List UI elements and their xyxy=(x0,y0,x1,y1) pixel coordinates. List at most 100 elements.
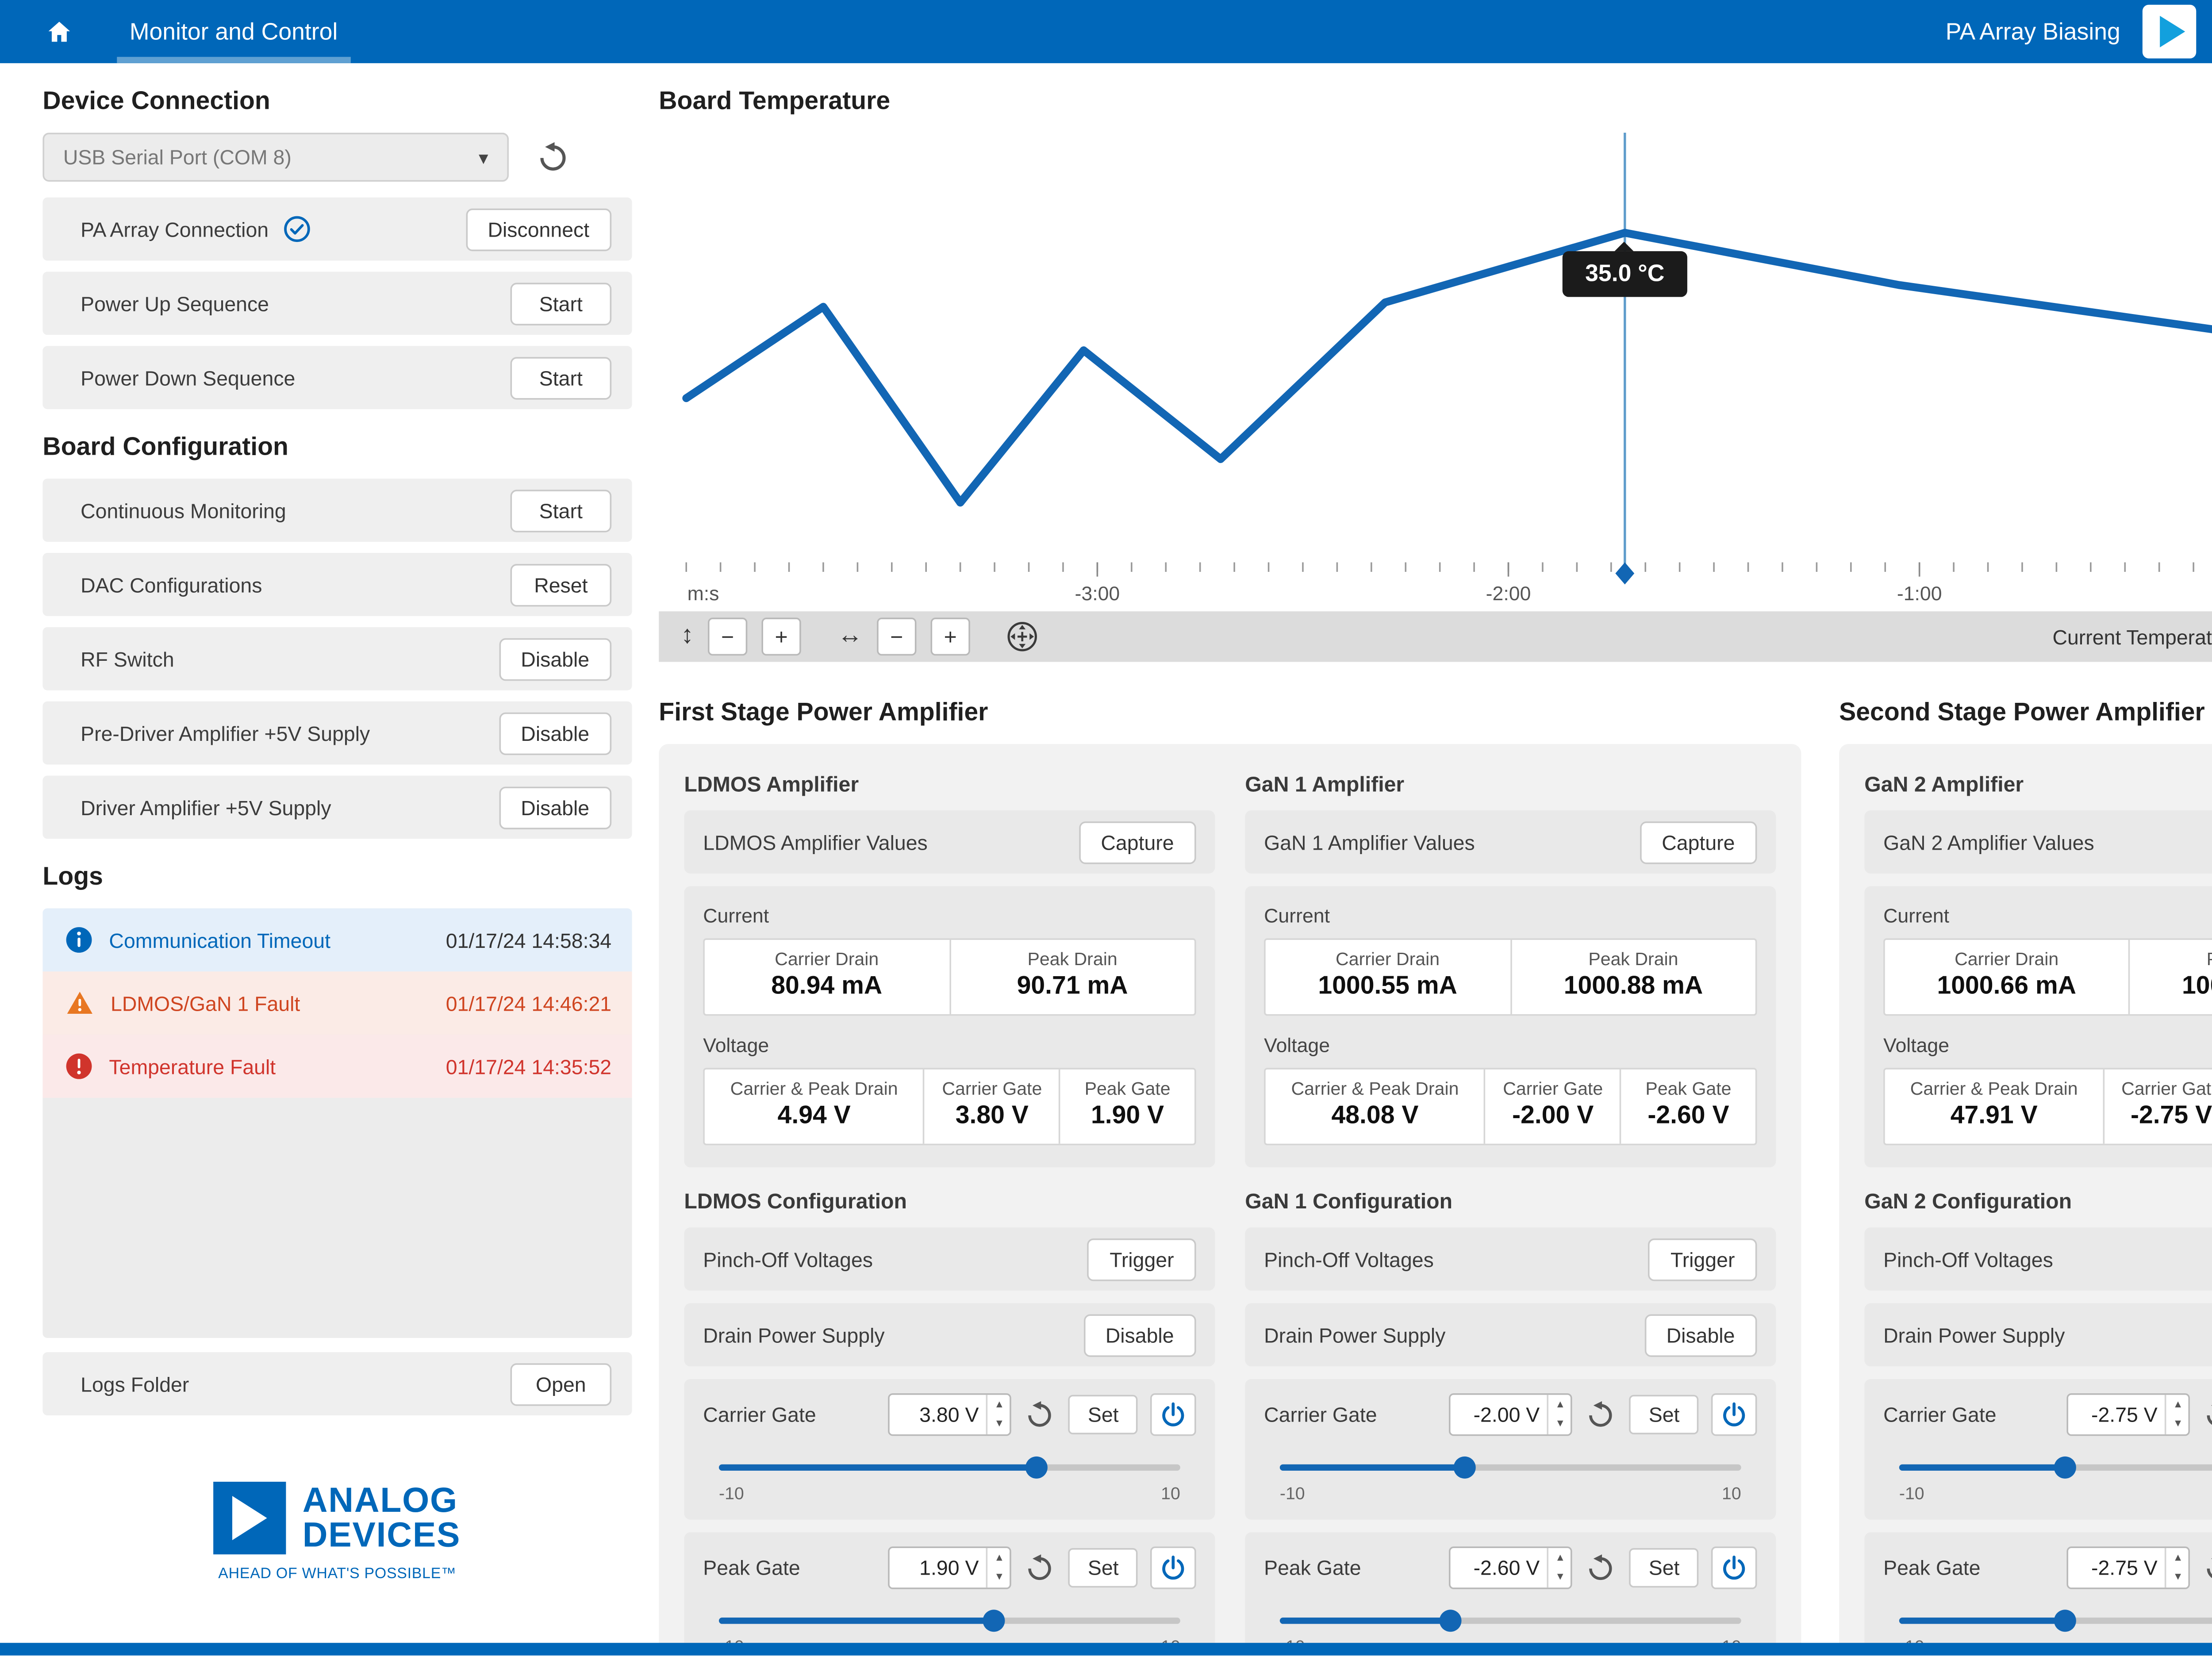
gan1-current-cells: Carrier Drain 1000.55 mA Peak Drain 1000… xyxy=(1264,938,1757,1016)
dac-reset-button[interactable]: Reset xyxy=(510,563,612,606)
log-entry-ldmos-gan1-fault[interactable]: LDMOS/GaN 1 Fault 01/17/24 14:46:21 xyxy=(42,971,632,1035)
gan1-carrier-gate-slider[interactable] xyxy=(1279,1456,1741,1479)
spin-down-button[interactable]: ▼ xyxy=(2167,1414,2189,1434)
spin-down-button[interactable]: ▼ xyxy=(2167,1568,2189,1588)
gan1-carrier-gate-undo-button[interactable] xyxy=(1586,1399,1617,1430)
gan1-peak-gate-set-button[interactable]: Set xyxy=(1629,1548,1699,1588)
gan2-carrier-gate-input[interactable]: -2.75 V ▲ ▼ xyxy=(2067,1393,2191,1436)
gan1-carrier-gate-set-button[interactable]: Set xyxy=(1629,1395,1699,1434)
gan1-readings: Current Carrier Drain 1000.55 mA Peak Dr… xyxy=(1245,886,1776,1168)
voltage-group-label: Voltage xyxy=(1883,1035,1950,1057)
log-entry-temperature-fault[interactable]: Temperature Fault 01/17/24 14:35:52 xyxy=(42,1035,632,1098)
gan1-peak-gate-slider[interactable] xyxy=(1279,1610,1741,1632)
rf-switch-disable-button[interactable]: Disable xyxy=(499,637,612,680)
adi-tagline: AHEAD OF WHAT'S POSSIBLE™ xyxy=(218,1565,457,1583)
gan1-column: GaN 1 Amplifier GaN 1 Amplifier Values C… xyxy=(1245,769,1776,1656)
spin-down-button[interactable]: ▼ xyxy=(988,1414,1010,1434)
ldmos-carrier-gate-undo-button[interactable] xyxy=(1025,1399,1056,1430)
vertical-zoom-in-button[interactable]: + xyxy=(761,617,801,656)
gan1-drain-disable-button[interactable]: Disable xyxy=(1644,1313,1757,1357)
home-button[interactable] xyxy=(38,0,79,63)
gan1-carrier-gate-input[interactable]: -2.00 V ▲ ▼ xyxy=(1449,1393,1573,1436)
ldmos-amplifier-subheading: LDMOS Amplifier xyxy=(684,772,859,796)
vertical-zoom-out-button[interactable]: − xyxy=(708,617,748,656)
gan2-peak-gate-undo-button[interactable] xyxy=(2203,1552,2212,1583)
gan1-carrier-gate-power-button[interactable] xyxy=(1711,1393,1757,1436)
spin-down-button[interactable]: ▼ xyxy=(1549,1414,1571,1434)
app-title: PA Array Biasing xyxy=(1945,18,2120,45)
ldmos-carrier-gate-power-button[interactable] xyxy=(1150,1393,1196,1436)
serial-port-select[interactable]: USB Serial Port (COM 8) ▾ xyxy=(42,133,509,182)
ldmos-peak-gate-set-button[interactable]: Set xyxy=(1069,1548,1138,1588)
ldmos-pinch-off-trigger-button[interactable]: Trigger xyxy=(1087,1238,1196,1280)
carrier-drain-value: 1000.66 mA xyxy=(1937,973,2076,1000)
continuous-monitoring-row: Continuous Monitoring Start xyxy=(42,479,632,542)
refresh-ports-button[interactable] xyxy=(534,138,572,176)
spin-up-button[interactable]: ▲ xyxy=(988,1395,1010,1415)
carrier-gate-cell: Carrier Gate -2.00 V xyxy=(1484,1069,1620,1144)
adi-logo-badge xyxy=(2142,4,2197,59)
disconnect-button[interactable]: Disconnect xyxy=(465,207,612,251)
log-list: Communication Timeout 01/17/24 14:58:34 … xyxy=(42,908,632,1338)
rf-switch-label: RF Switch xyxy=(81,647,174,671)
pre-driver-disable-button[interactable]: Disable xyxy=(499,711,612,755)
ldmos-peak-gate-input[interactable]: 1.90 V ▲ ▼ xyxy=(888,1546,1012,1589)
horizontal-zoom-out-button[interactable]: − xyxy=(877,617,917,656)
gan2-peak-gate-input[interactable]: -2.75 V ▲ ▼ xyxy=(2067,1546,2191,1589)
gan1-peak-gate-block: Peak Gate -2.60 V ▲ ▼ xyxy=(1245,1532,1776,1656)
spin-up-button[interactable]: ▲ xyxy=(2167,1395,2189,1415)
ldmos-capture-button[interactable]: Capture xyxy=(1079,820,1196,863)
horizontal-zoom-in-button[interactable]: + xyxy=(930,617,970,656)
serial-port-row: USB Serial Port (COM 8) ▾ xyxy=(42,133,632,182)
ldmos-peak-gate-power-button[interactable] xyxy=(1150,1546,1196,1589)
ldmos-carrier-gate-slider[interactable] xyxy=(719,1456,1180,1479)
gan1-capture-button[interactable]: Capture xyxy=(1640,820,1757,863)
driver-disable-button[interactable]: Disable xyxy=(499,786,612,829)
gan1-pinch-off-trigger-button[interactable]: Trigger xyxy=(1648,1238,1757,1280)
board-temperature-chart[interactable]: -3:00-2:00-1:000m:s36.032.028.0°C 35.0 °… xyxy=(659,133,2212,606)
gan2-carrier-gate-slider[interactable] xyxy=(1899,1456,2212,1479)
slider-thumb[interactable] xyxy=(1453,1456,1475,1479)
log-entry-communication-timeout[interactable]: Communication Timeout 01/17/24 14:58:34 xyxy=(42,908,632,972)
gan2-carrier-gate-undo-button[interactable] xyxy=(2203,1399,2212,1430)
ldmos-peak-gate-undo-button[interactable] xyxy=(1025,1552,1056,1583)
tab-monitor-and-control[interactable]: Monitor and Control xyxy=(117,0,350,63)
home-icon xyxy=(47,21,69,41)
spin-up-button[interactable]: ▲ xyxy=(1549,1395,1571,1415)
spin-up-button[interactable]: ▲ xyxy=(988,1548,1010,1568)
continuous-monitoring-start-button[interactable]: Start xyxy=(510,489,612,532)
gan1-peak-gate-undo-button[interactable] xyxy=(1586,1552,1617,1583)
temperature-line-chart[interactable]: -3:00-2:00-1:000m:s36.032.028.0°C xyxy=(659,133,2212,606)
pa-array-connection-label: PA Array Connection xyxy=(81,215,311,243)
gan1-peak-gate-input[interactable]: -2.60 V ▲ ▼ xyxy=(1449,1546,1573,1589)
spin-down-button[interactable]: ▼ xyxy=(1549,1568,1571,1588)
ldmos-current-cells: Carrier Drain 80.94 mA Peak Drain 90.71 … xyxy=(703,938,1196,1016)
carrier-gate-label: Carrier Gate xyxy=(703,1403,816,1426)
slider-thumb[interactable] xyxy=(1439,1610,1462,1632)
spin-down-button[interactable]: ▼ xyxy=(988,1568,1010,1588)
power-down-start-button[interactable]: Start xyxy=(510,356,612,399)
voltage-group-label: Voltage xyxy=(1264,1035,1330,1057)
gan2-peak-gate-slider[interactable] xyxy=(1899,1610,2212,1632)
slider-thumb[interactable] xyxy=(1026,1456,1048,1479)
ldmos-drain-disable-button[interactable]: Disable xyxy=(1083,1313,1196,1357)
power-down-sequence-row: Power Down Sequence Start xyxy=(42,346,632,409)
pan-button[interactable] xyxy=(1006,621,1038,652)
gan1-peak-gate-power-button[interactable] xyxy=(1711,1546,1757,1589)
logs-folder-open-button[interactable]: Open xyxy=(510,1362,612,1405)
ldmos-carrier-gate-input[interactable]: 3.80 V ▲ ▼ xyxy=(888,1393,1012,1436)
slider-fill xyxy=(719,1464,1037,1471)
first-stage-section: First Stage Power Amplifier LDMOS Amplif… xyxy=(659,700,1801,1656)
pre-driver-amplifier-label: Pre-Driver Amplifier +5V Supply xyxy=(81,721,370,745)
gan1-carrier-gate-input-value: -2.00 V xyxy=(1473,1403,1540,1426)
slider-thumb[interactable] xyxy=(982,1610,1005,1632)
ldmos-carrier-gate-set-button[interactable]: Set xyxy=(1069,1395,1138,1434)
spin-up-button[interactable]: ▲ xyxy=(2167,1548,2189,1568)
slider-thumb[interactable] xyxy=(2055,1610,2077,1632)
carrier-peak-drain-label: Carrier & Peak Drain xyxy=(730,1080,898,1100)
power-up-start-button[interactable]: Start xyxy=(510,282,612,325)
ldmos-peak-gate-slider[interactable] xyxy=(719,1610,1180,1632)
spin-up-button[interactable]: ▲ xyxy=(1549,1548,1571,1568)
check-circle-icon xyxy=(284,216,310,242)
slider-thumb[interactable] xyxy=(2055,1456,2077,1479)
